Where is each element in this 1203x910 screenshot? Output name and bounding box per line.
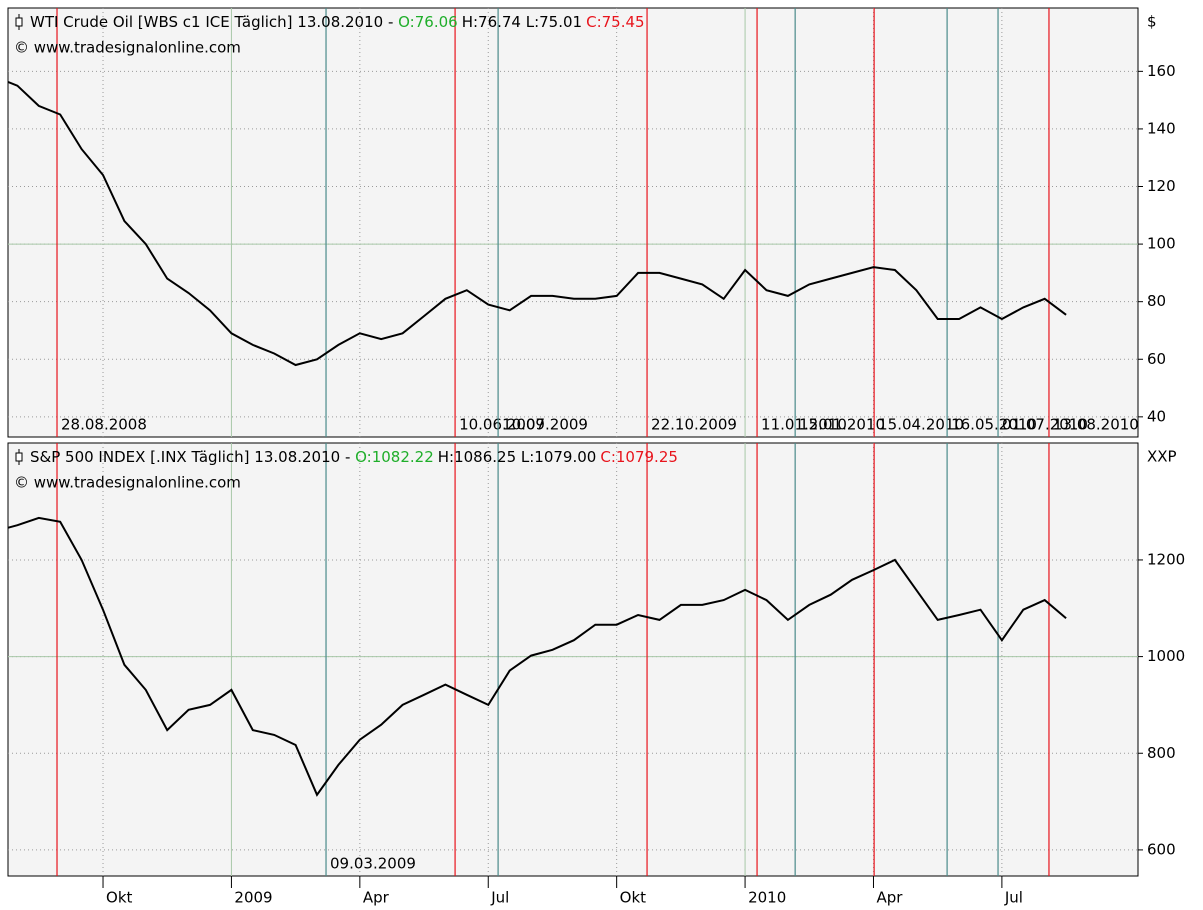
x-tick-label: 2009	[234, 889, 272, 907]
high-low-label: H:1086.25 L:1079.00	[438, 448, 597, 466]
y-tick-label: 60	[1147, 350, 1166, 368]
marker-label: 10.07.2009	[502, 416, 588, 434]
marker-label: 15.01.2010	[799, 416, 885, 434]
high-low-label: H:76.74 L:75.01	[462, 13, 582, 31]
price-line	[8, 80, 1067, 367]
unit-label: XXP	[1147, 448, 1177, 466]
marker-label: 16.05.2010	[951, 416, 1037, 434]
source: © www.tradesignalonline.com	[14, 474, 241, 492]
title-text: S&P 500 INDEX [.INX Täglich] 13.08.2010 …	[30, 448, 355, 466]
open-label: O:1082.22	[355, 448, 434, 466]
price-line	[8, 516, 1067, 797]
marker-label: 13.08.2010	[1053, 416, 1139, 434]
chart-title: S&P 500 INDEX [.INX Täglich] 13.08.2010 …	[30, 448, 678, 466]
x-tick-label: Jul	[490, 889, 509, 907]
y-tick-label: 40	[1147, 407, 1166, 425]
plot-area	[7, 7, 1139, 438]
marker-label: 22.10.2009	[651, 416, 737, 434]
y-tick-label: 1200	[1147, 550, 1185, 568]
x-tick-label: Okt	[620, 889, 646, 907]
chart-title: WTI Crude Oil [WBS c1 ICE Täglich] 13.08…	[30, 13, 645, 31]
marker-label: 28.08.2008	[61, 416, 147, 434]
unit-label: $	[1147, 13, 1157, 31]
icon-body	[15, 17, 23, 27]
y-tick-label: 160	[1147, 62, 1176, 80]
y-tick-label: 1000	[1147, 647, 1185, 665]
y-tick-label: 600	[1147, 840, 1176, 858]
source: © www.tradesignalonline.com	[14, 39, 241, 57]
x-tick-label: 2010	[748, 889, 786, 907]
x-tick-label: Okt	[106, 889, 132, 907]
y-tick-label: 100	[1147, 235, 1176, 253]
y-tick-label: 80	[1147, 292, 1166, 310]
y-tick-label: 800	[1147, 744, 1176, 762]
title-text: WTI Crude Oil [WBS c1 ICE Täglich] 13.08…	[30, 13, 398, 31]
open-label: O:76.06	[398, 13, 458, 31]
close-label: C:1079.25	[600, 448, 678, 466]
marker-label: 15.04.2010	[878, 416, 964, 434]
marker-label: 11.01.2010	[761, 416, 847, 434]
y-tick-label: 140	[1147, 119, 1176, 137]
marker-label: 10.06.2009	[459, 416, 545, 434]
icon-body	[15, 452, 23, 462]
marker-label: 09.03.2009	[330, 855, 416, 873]
y-tick-label: 120	[1147, 177, 1176, 195]
x-tick-label: Jul	[1004, 889, 1023, 907]
marker-label: 01.07.2010	[1002, 416, 1088, 434]
plot-area	[7, 442, 1139, 877]
x-tick-label: Apr	[363, 889, 390, 907]
close-label: C:75.45	[586, 13, 644, 31]
x-tick-label: Apr	[876, 889, 903, 907]
